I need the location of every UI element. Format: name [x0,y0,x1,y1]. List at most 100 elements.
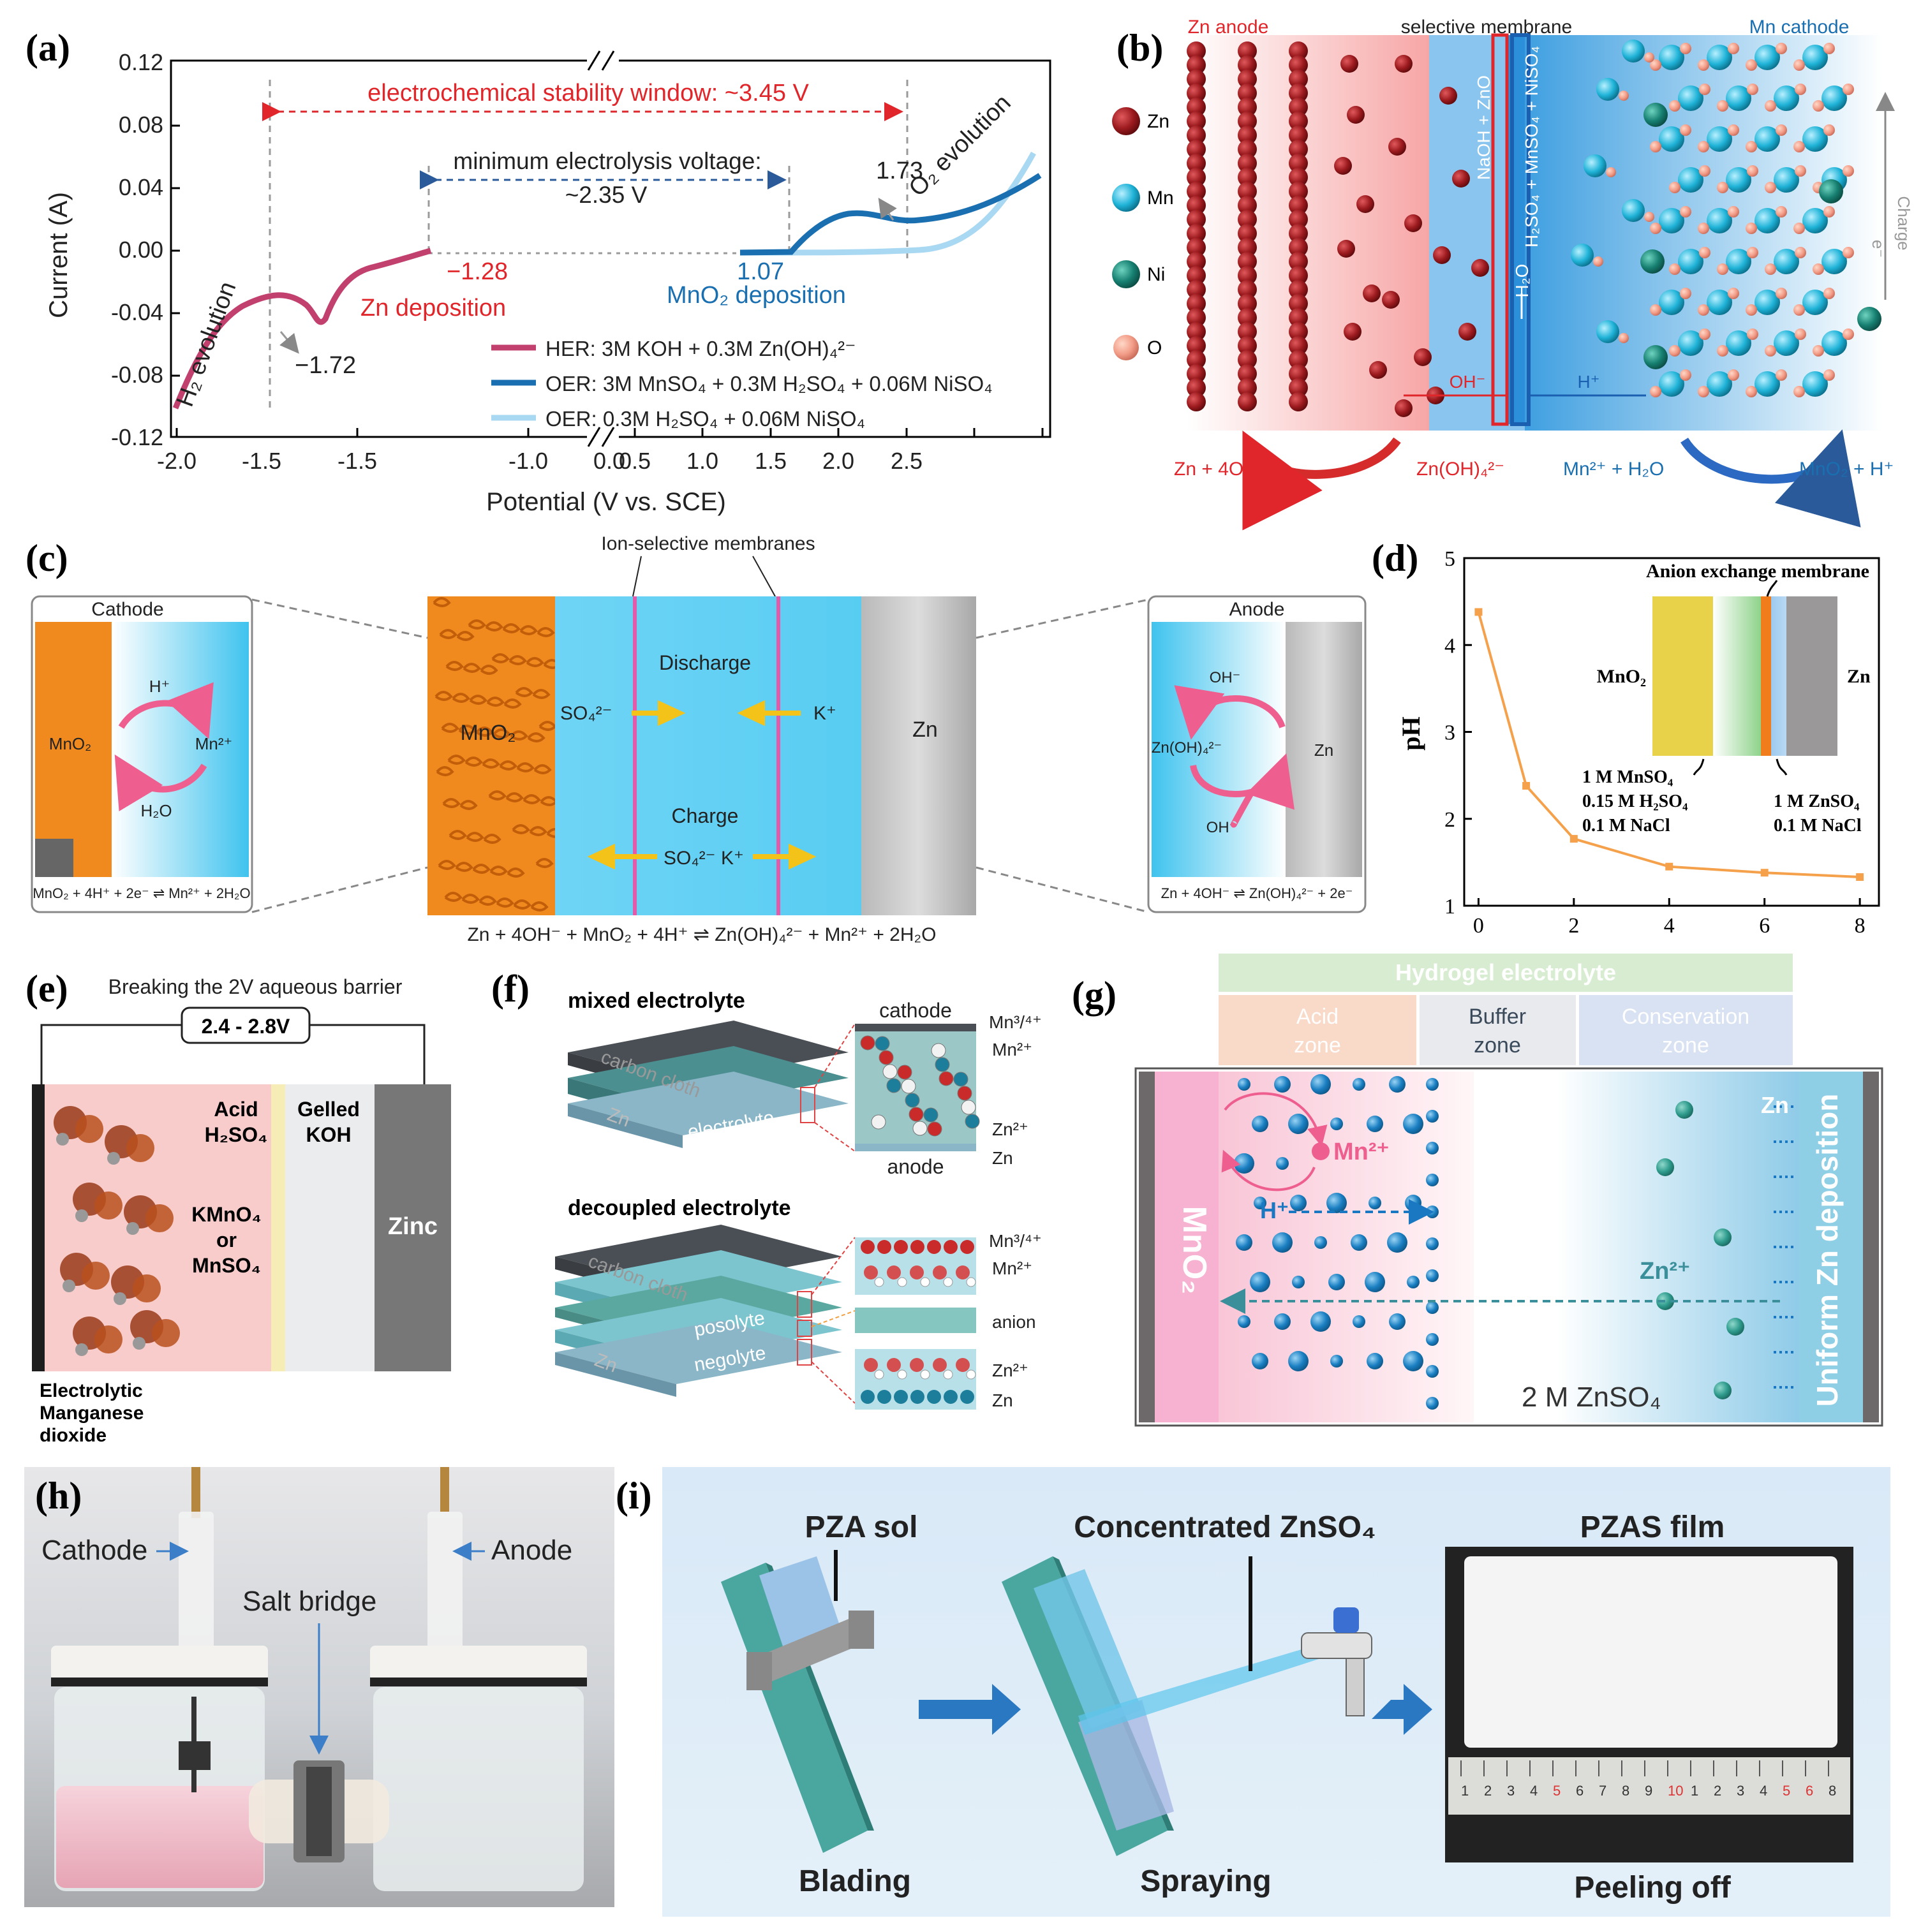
panel-c: (c) Ion-selective membranes MnO₂ Zn Disc… [26,533,1367,945]
svg-text:Concentrated ZnSO₄: Concentrated ZnSO₄ [1074,1510,1376,1544]
svg-text:2.5: 2.5 [891,448,923,474]
xtick-label: 8 [1855,914,1866,938]
svg-text:K⁺: K⁺ [721,848,744,869]
panel-b: (b) Zn anode selective membrane Mn catho… [1112,17,1913,531]
svg-text:-1.0: -1.0 [508,448,548,474]
svg-text:Mn³/⁴⁺: Mn³/⁴⁺ [989,1231,1042,1251]
svg-text:0.00: 0.00 [119,237,163,263]
svg-text:H⁺: H⁺ [149,677,170,696]
panel-i-ruler: 1 2 3 4 5 6 7 8 9 10 1 2 3 4 5 6 8 [1460,1760,1836,1799]
ruler-number: 2 [1484,1783,1492,1799]
panel-h-label: (h) [35,1475,82,1517]
svg-text:Ni: Ni [1147,264,1165,285]
svg-text:2 M ZnSO₄: 2 M ZnSO₄ [1522,1382,1661,1413]
ruler-number: 6 [1806,1783,1813,1799]
data-point [1760,869,1769,877]
svg-text:Charge: Charge [1894,196,1913,250]
svg-text:Cathode: Cathode [91,599,163,620]
svg-text:KOH: KOH [306,1123,351,1146]
svg-text:selective membrane: selective membrane [1401,17,1572,38]
data-point [1856,873,1864,881]
svg-text:Zn²⁺: Zn²⁺ [992,1361,1028,1380]
panel-d: (d) pH 1 2 3 4 5 0 2 4 6 8 Anion exchange membra… [1372,537,1880,938]
svg-text:cathode: cathode [879,999,952,1022]
svg-text:anion: anion [992,1312,1036,1332]
svg-text:Zn + 4OH⁻ ⇌ Zn(OH)₄²⁻ + 2e⁻: Zn + 4OH⁻ ⇌ Zn(OH)₄²⁻ + 2e⁻ [1161,885,1353,901]
svg-text:Zn²⁺: Zn²⁺ [992,1119,1028,1139]
svg-text:−1.72: −1.72 [295,352,356,379]
svg-text:Potential (V vs. SCE): Potential (V vs. SCE) [486,488,726,516]
svg-text:-1.5: -1.5 [242,448,281,474]
svg-text:−1.28: −1.28 [447,258,508,285]
svg-text:0.08: 0.08 [119,112,163,138]
svg-text:H⁺: H⁺ [1578,372,1600,392]
svg-text:2.0: 2.0 [822,448,854,474]
svg-text:-1.5: -1.5 [338,448,377,474]
svg-text:1.07: 1.07 [737,258,784,285]
svg-text:Discharge: Discharge [659,651,751,674]
svg-text:pH: pH [1397,716,1425,750]
svg-text:dioxide: dioxide [40,1425,107,1446]
ruler-number: 1 [1461,1783,1469,1799]
svg-text:Anion exchange membrane: Anion exchange membrane [1646,561,1869,582]
svg-text:Anode: Anode [491,1535,572,1566]
svg-text:Peeling off: Peeling off [1574,1871,1731,1905]
svg-text:H₂ evolution: H₂ evolution [172,278,242,410]
svg-text:Conservation: Conservation [1622,1005,1749,1029]
ruler-number: 6 [1576,1783,1584,1799]
svg-text:2.4 - 2.8V: 2.4 - 2.8V [202,1015,290,1038]
svg-text:K⁺: K⁺ [813,703,836,724]
panel-d-series [1474,608,1864,881]
panel-a-xticks: -2.0 -1.5 -1.5 -1.0 0.00.5 1.0 1.5 2.0 2.5 [157,448,923,474]
svg-text:mixed electrolyte: mixed electrolyte [568,989,745,1013]
ruler-number: 8 [1829,1783,1836,1799]
svg-text:Acid: Acid [214,1098,258,1121]
svg-text:Zn deposition: Zn deposition [360,295,506,321]
svg-text:Mn²⁺: Mn²⁺ [992,1258,1032,1278]
svg-text:anode: anode [887,1155,944,1178]
svg-text:Uniform Zn deposition: Uniform Zn deposition [1811,1094,1844,1407]
panel-h: (h) Cathode Anode Salt bridge [24,1467,614,1907]
svg-text:Cathode: Cathode [41,1535,147,1566]
svg-text:Mn cathode: Mn cathode [1749,17,1850,38]
panel-a-label: (a) [26,27,70,69]
zn-anode-atoms [1187,41,1489,417]
ruler-number: 10 [1668,1783,1683,1799]
svg-text:1.73: 1.73 [876,158,923,184]
svg-text:H⁺: H⁺ [1260,1197,1289,1223]
svg-text:MnO₂ + H⁺: MnO₂ + H⁺ [1799,459,1894,480]
ruler-number: 2 [1714,1783,1721,1799]
svg-text:MnO₂: MnO₂ [49,734,91,753]
panel-a: (a) 0.12 0.08 0.04 0.00 -0.04 -0.08 -0.1… [26,27,1051,516]
svg-text:1 M MnSO₄: 1 M MnSO₄ [1582,767,1673,787]
svg-text:Manganese: Manganese [40,1403,144,1424]
ytick-label: 3 [1444,721,1455,745]
data-point [1522,781,1531,790]
svg-text:Gelled: Gelled [297,1098,360,1121]
ytick-label: 5 [1444,547,1455,571]
svg-text:Zn: Zn [1147,111,1169,132]
data-point [1569,835,1578,843]
ruler-number: 9 [1645,1783,1652,1799]
svg-text:Zn²⁺: Zn²⁺ [1640,1258,1690,1285]
svg-text:0.1 M NaCl: 0.1 M NaCl [1582,816,1670,836]
svg-text:~2.35 V: ~2.35 V [565,182,648,208]
svg-text:H₂SO₄: H₂SO₄ [205,1123,268,1146]
svg-text:OH⁻: OH⁻ [1450,372,1486,392]
her-curve [172,247,432,409]
svg-text:Hydrogel electrolyte: Hydrogel electrolyte [1395,959,1616,985]
svg-text:Zn(OH)₄²⁻: Zn(OH)₄²⁻ [1152,739,1222,756]
ruler-number: 5 [1553,1783,1561,1799]
ytick-label: 4 [1444,634,1455,658]
panel-g-ions [1234,1074,1796,1410]
svg-text:Zn: Zn [1761,1092,1789,1118]
xtick-label: 4 [1664,914,1675,938]
panel-e-label: (e) [26,968,68,1010]
svg-text:Zn: Zn [992,1390,1013,1410]
svg-text:NaOH + ZnO: NaOH + ZnO [1474,75,1494,180]
ruler-number: 1 [1691,1783,1698,1799]
ruler-number: 3 [1737,1783,1744,1799]
svg-text:Electrolytic: Electrolytic [40,1380,143,1401]
svg-text:HER: 3M KOH + 0.3M Zn(OH)₄²⁻: HER: 3M KOH + 0.3M Zn(OH)₄²⁻ [545,337,856,360]
svg-text:Zn anode: Zn anode [1188,17,1269,38]
